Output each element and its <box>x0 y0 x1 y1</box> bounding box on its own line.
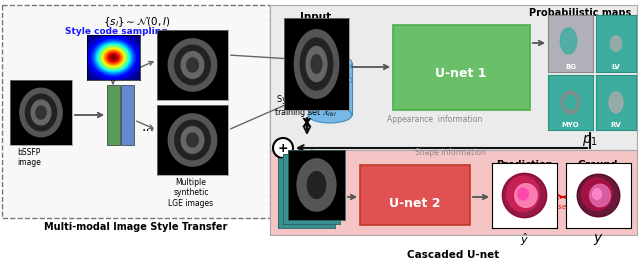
Polygon shape <box>609 92 623 113</box>
Polygon shape <box>181 52 204 78</box>
Polygon shape <box>26 94 56 131</box>
Text: $\widetilde{\mathcal{L}}_{seg}$: $\widetilde{\mathcal{L}}_{seg}$ <box>550 197 572 213</box>
Ellipse shape <box>308 55 352 71</box>
Text: Input: Input <box>300 12 332 22</box>
Polygon shape <box>582 178 612 210</box>
Polygon shape <box>593 189 602 199</box>
Polygon shape <box>175 45 211 85</box>
Polygon shape <box>187 58 198 72</box>
Polygon shape <box>561 91 580 114</box>
Bar <box>107 85 120 145</box>
Circle shape <box>273 138 293 158</box>
Polygon shape <box>168 39 217 91</box>
Text: MYO: MYO <box>562 122 579 128</box>
Polygon shape <box>168 114 217 166</box>
Text: Synthetic LGE
training set $\mathcal{X}_{lbl}$: Synthetic LGE training set $\mathcal{X}_… <box>274 95 336 119</box>
Text: Multi-modal Image Style Transfer: Multi-modal Image Style Transfer <box>44 222 228 232</box>
Text: RV: RV <box>611 122 621 128</box>
Text: Appearance  information: Appearance information <box>387 115 483 124</box>
Text: Shape information: Shape information <box>415 148 485 157</box>
Text: U-net 1: U-net 1 <box>435 67 487 80</box>
Text: $\{s_l\} \sim \mathcal{N}(0, I)$: $\{s_l\} \sim \mathcal{N}(0, I)$ <box>103 15 171 29</box>
Text: U-net 2: U-net 2 <box>389 197 441 210</box>
Text: $p_1$: $p_1$ <box>582 133 598 148</box>
Polygon shape <box>307 172 326 198</box>
Bar <box>308 63 352 115</box>
Text: BG: BG <box>565 64 576 70</box>
Polygon shape <box>564 95 576 109</box>
Text: Multiple
synthetic
LGE images: Multiple synthetic LGE images <box>168 178 214 208</box>
Ellipse shape <box>308 107 352 123</box>
Polygon shape <box>20 88 62 137</box>
Text: Cascaded U-net: Cascaded U-net <box>407 250 499 260</box>
Polygon shape <box>300 38 333 90</box>
Text: $\hat{y}$: $\hat{y}$ <box>520 232 529 248</box>
Text: $y$: $y$ <box>593 232 604 247</box>
Polygon shape <box>31 100 51 125</box>
Text: LV: LV <box>612 64 620 70</box>
Text: bSSFP
image: bSSFP image <box>17 148 41 168</box>
Bar <box>2 5 270 218</box>
Polygon shape <box>515 184 537 207</box>
Bar <box>270 150 637 235</box>
Text: Ground
Truth: Ground Truth <box>578 160 618 181</box>
Polygon shape <box>589 184 611 207</box>
Polygon shape <box>611 36 621 51</box>
Bar <box>121 85 134 145</box>
Text: Probabilistic maps: Probabilistic maps <box>529 8 631 18</box>
Polygon shape <box>311 55 322 73</box>
Polygon shape <box>36 106 46 119</box>
Text: ...: ... <box>141 120 155 134</box>
Text: Style code sampling: Style code sampling <box>65 27 168 36</box>
Polygon shape <box>181 127 204 153</box>
Polygon shape <box>502 173 547 218</box>
Polygon shape <box>560 28 577 54</box>
Text: Prediction: Prediction <box>496 160 552 170</box>
Polygon shape <box>297 159 336 211</box>
Text: $\mathbf{x}$: $\mathbf{x}$ <box>301 115 313 130</box>
Polygon shape <box>507 176 540 212</box>
Bar <box>270 5 637 150</box>
Polygon shape <box>306 47 327 82</box>
Polygon shape <box>577 174 620 217</box>
Ellipse shape <box>308 74 352 86</box>
Polygon shape <box>175 120 211 160</box>
Polygon shape <box>294 30 339 98</box>
Polygon shape <box>518 188 529 200</box>
Bar <box>360 165 470 225</box>
Text: +: + <box>278 141 288 154</box>
Bar <box>393 25 530 110</box>
Polygon shape <box>187 133 198 147</box>
